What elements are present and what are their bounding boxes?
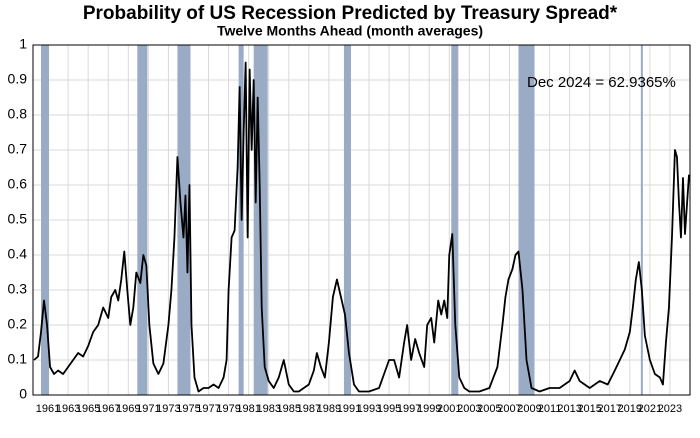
x-tick-label: 1995 xyxy=(377,403,401,415)
recession-band xyxy=(518,45,535,395)
y-tick-label: 0.5 xyxy=(8,211,28,227)
x-tick-label: 1971 xyxy=(136,403,160,415)
x-tick-label: 1963 xyxy=(56,403,80,415)
y-tick-label: 1 xyxy=(19,36,27,52)
x-tick-label: 1997 xyxy=(397,403,421,415)
annotation: Dec 2024 = 62.9365% xyxy=(527,74,676,91)
x-tick-label: 2003 xyxy=(457,403,481,415)
y-tick-label: 0.9 xyxy=(8,71,28,87)
x-tick-label: 1981 xyxy=(236,403,260,415)
y-tick-label: 0.7 xyxy=(8,141,28,157)
x-tick-label: 2019 xyxy=(618,403,642,415)
x-tick-label: 2023 xyxy=(658,403,682,415)
y-tick-label: 0 xyxy=(19,386,27,402)
y-tick-label: 0.6 xyxy=(8,176,28,192)
x-tick-label: 1969 xyxy=(116,403,140,415)
x-tick-label: 1975 xyxy=(176,403,200,415)
x-tick-label: 1961 xyxy=(36,403,60,415)
x-tick-label: 2009 xyxy=(517,403,541,415)
recession-band xyxy=(137,45,148,395)
x-tick-label: 2001 xyxy=(437,403,461,415)
recession-band xyxy=(451,45,459,395)
x-tick-label: 1987 xyxy=(297,403,321,415)
x-tick-label: 2015 xyxy=(577,403,601,415)
x-tick-label: 2005 xyxy=(477,403,501,415)
x-tick-label: 1989 xyxy=(317,403,341,415)
x-tick-label: 2013 xyxy=(557,403,581,415)
x-tick-label: 1979 xyxy=(216,403,240,415)
recession-band xyxy=(41,45,50,395)
y-tick-label: 0.1 xyxy=(8,351,28,367)
x-tick-label: 1965 xyxy=(76,403,100,415)
y-tick-label: 0.4 xyxy=(8,246,28,262)
x-tick-label: 2021 xyxy=(638,403,662,415)
y-tick-label: 0.2 xyxy=(8,316,28,332)
x-tick-label: 1983 xyxy=(256,403,280,415)
x-tick-label: 1999 xyxy=(417,403,441,415)
plot-frame xyxy=(32,44,691,396)
x-tick-label: 1967 xyxy=(96,403,120,415)
x-tick-label: 2017 xyxy=(598,403,622,415)
chart-subtitle: Twelve Months Ahead (month averages) xyxy=(217,23,483,39)
recession-band xyxy=(640,45,643,395)
chart-title: Probability of US Recession Predicted by… xyxy=(83,3,618,24)
x-tick-label: 1973 xyxy=(156,403,180,415)
x-tick-label: 1977 xyxy=(196,403,220,415)
series-line xyxy=(33,61,690,393)
y-tick-label: 0.8 xyxy=(8,106,28,122)
x-tick-label: 1985 xyxy=(277,403,301,415)
x-tick-label: 2007 xyxy=(497,403,521,415)
recession-band xyxy=(343,45,351,395)
x-tick-label: 1991 xyxy=(337,403,361,415)
x-tick-label: 2011 xyxy=(538,403,562,415)
y-tick-label: 0.3 xyxy=(8,281,28,297)
x-tick-label: 1993 xyxy=(357,403,381,415)
